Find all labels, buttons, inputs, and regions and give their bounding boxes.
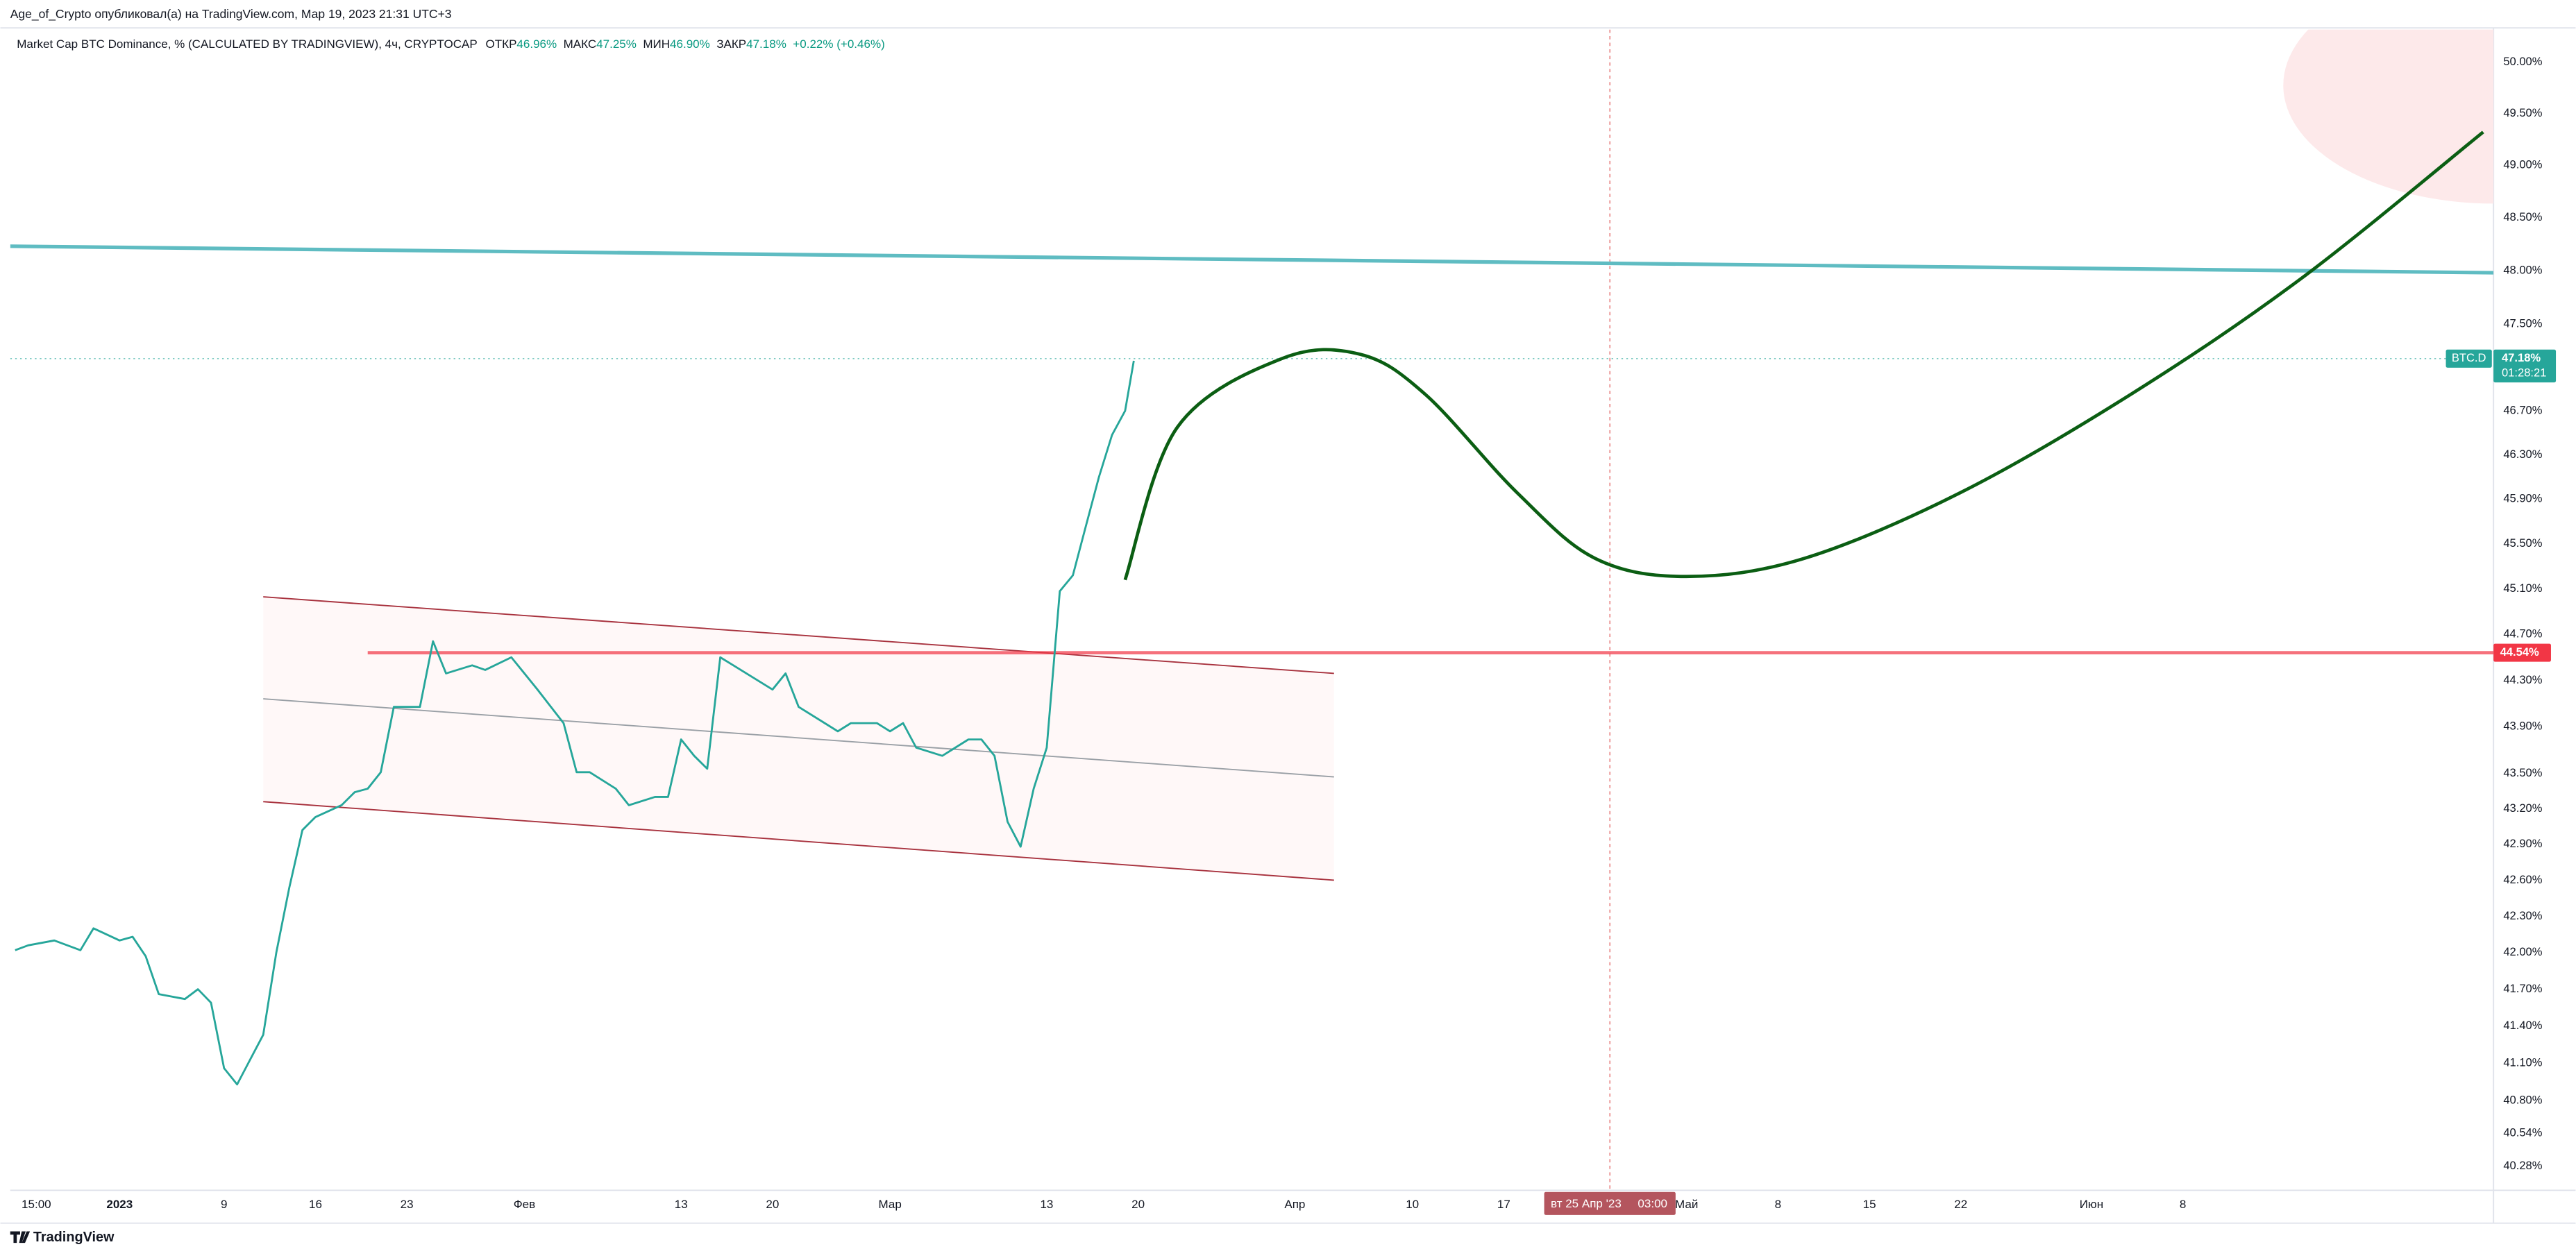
- legend-label: ЗАКР: [716, 37, 746, 50]
- y-tick-label: 48.00%: [2503, 263, 2542, 276]
- y-tick-label: 43.90%: [2503, 720, 2542, 733]
- target-ellipse: [2283, 29, 2494, 204]
- channel-upper: [263, 596, 1334, 674]
- x-tick-label: 15: [1863, 1198, 1876, 1211]
- y-tick-label: 49.00%: [2503, 158, 2542, 171]
- x-tick-label: 20: [766, 1198, 779, 1211]
- x-tick-label: Мар: [879, 1198, 902, 1211]
- crosshair-label-box: [1544, 1191, 1676, 1215]
- y-tick-label: 41.10%: [2503, 1056, 2542, 1069]
- legend-value: 47.25%: [596, 37, 637, 50]
- y-tick-label: 42.00%: [2503, 945, 2542, 958]
- channel-middle: [263, 698, 1334, 778]
- legend-value: 46.96%: [516, 37, 557, 50]
- axes: 50.00% 49.50% 49.00% 48.50% 48.00% 47.50% 46.7…: [22, 55, 2557, 1215]
- last-price-label: 47.18%: [2502, 351, 2541, 364]
- y-tick-label: 44.30%: [2503, 673, 2542, 686]
- x-tick-label: 16: [309, 1198, 322, 1211]
- x-tick-label: 13: [675, 1198, 688, 1211]
- y-tick-label: 44.70%: [2503, 627, 2542, 640]
- y-tick-label: 42.30%: [2503, 909, 2542, 922]
- y-tick-label: 46.70%: [2503, 403, 2542, 416]
- legend-value: 46.90%: [670, 37, 710, 50]
- x-tick-label: 15:00: [22, 1198, 51, 1211]
- y-tick-label: 41.70%: [2503, 982, 2542, 995]
- y-tick-label: 45.50%: [2503, 536, 2542, 550]
- legend: Market Cap BTC Dominance, % (CALCULATED …: [17, 37, 885, 50]
- level-label: 44.54%: [2500, 645, 2539, 659]
- x-tick-label: Апр: [1284, 1198, 1305, 1211]
- x-tick-label: Июн: [2080, 1198, 2103, 1211]
- x-tick-label: 8: [1775, 1198, 1781, 1211]
- y-tick-label: 49.50%: [2503, 106, 2542, 119]
- crosshair-time: 03:00: [1638, 1197, 1667, 1210]
- y-tick-label: 43.50%: [2503, 766, 2542, 779]
- footer-brand: TradingView: [33, 1230, 115, 1245]
- symbol-box: [2445, 349, 2492, 368]
- x-tick-label: 8: [2180, 1198, 2186, 1211]
- legend-value: 47.18%: [746, 37, 786, 50]
- countdown-label: 01:28:21: [2502, 366, 2546, 379]
- x-tick-label: 10: [1406, 1198, 1419, 1211]
- x-tick-label: 13: [1040, 1198, 1053, 1211]
- logo-icon: [10, 1231, 31, 1244]
- y-tick-label: 40.54%: [2503, 1126, 2542, 1139]
- x-tick-label: 20: [1131, 1198, 1145, 1211]
- crosshair-date: вт 25 Апр '23: [1551, 1197, 1622, 1210]
- y-tick-label: 41.40%: [2503, 1019, 2542, 1032]
- y-tick-label: 45.10%: [2503, 582, 2542, 595]
- y-tick-label: 42.60%: [2503, 873, 2542, 886]
- x-tick-label: Май: [1675, 1198, 1698, 1211]
- y-tick-label: 50.00%: [2503, 55, 2542, 68]
- y-tick-label: 48.50%: [2503, 210, 2542, 223]
- x-tick-label: 17: [1497, 1198, 1510, 1211]
- legend-label: МИН: [643, 37, 670, 50]
- last-price-box: [2493, 349, 2557, 383]
- price-line: [15, 360, 1135, 1086]
- legend-change: +0.22% (+0.46%): [793, 37, 884, 50]
- legend-label: ОТКР: [486, 37, 517, 50]
- channel-lower: [263, 801, 1334, 881]
- y-tick-label: 42.90%: [2503, 837, 2542, 850]
- footer-logo: TradingView: [10, 1230, 115, 1245]
- x-tick-label: Фев: [514, 1198, 535, 1211]
- y-tick-label: 43.20%: [2503, 801, 2542, 815]
- x-tick-label: 22: [1954, 1198, 1967, 1211]
- forecast-curve: [1123, 130, 2484, 581]
- publisher: Age_of_Crypto опубликовал(а) на TradingV…: [10, 7, 452, 22]
- legend-title: Market Cap BTC Dominance, % (CALCULATED …: [17, 37, 478, 50]
- y-tick-label: 40.28%: [2503, 1159, 2542, 1172]
- y-tick-label: 45.90%: [2503, 492, 2542, 505]
- x-tick-label: 23: [401, 1198, 414, 1211]
- y-tick-label: 47.50%: [2503, 316, 2542, 330]
- trend-line: [10, 244, 2494, 275]
- level-label-box: [2493, 643, 2551, 662]
- y-tick-label: 46.30%: [2503, 448, 2542, 461]
- x-tick-label: 2023: [106, 1198, 133, 1211]
- plot-area: [10, 29, 2494, 1191]
- x-tick-label: 9: [221, 1198, 227, 1211]
- symbol-label: BTC.D: [2452, 351, 2486, 364]
- y-tick-label: 40.80%: [2503, 1094, 2542, 1107]
- legend-label: МАКС: [564, 37, 597, 50]
